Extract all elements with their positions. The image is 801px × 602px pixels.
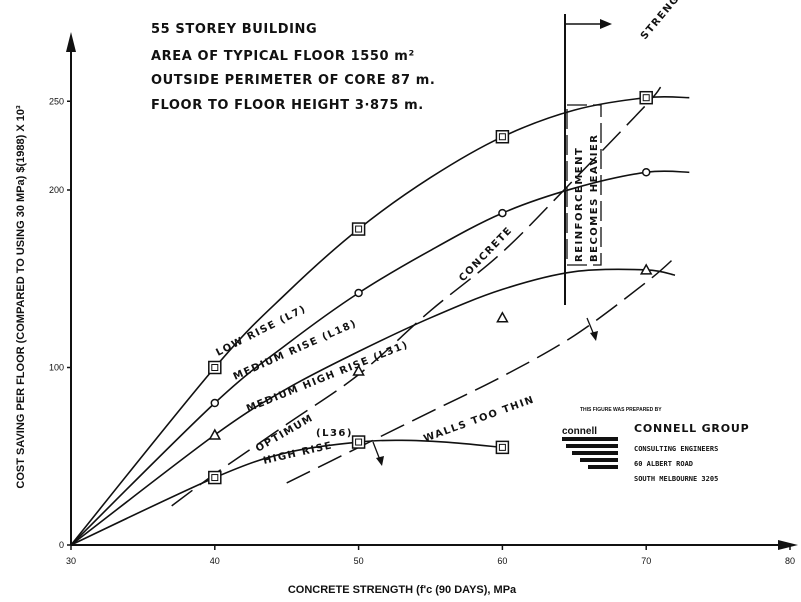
data-point xyxy=(351,435,366,449)
data-point xyxy=(208,470,222,485)
credit-firm: CONNELL GROUP xyxy=(634,422,749,435)
data-point-inner xyxy=(355,438,363,446)
walls-arrow-icon-1 xyxy=(376,456,384,466)
data-point xyxy=(351,222,366,236)
data-point-inner xyxy=(355,225,363,233)
y-ticks: 0 100 200 250 xyxy=(49,96,71,550)
credit-address-2: 60 ALBERT ROAD xyxy=(634,460,693,468)
label-l36: (L36) xyxy=(316,428,353,439)
logo-bar-2 xyxy=(566,444,618,448)
data-point-inner xyxy=(498,133,506,141)
data-point xyxy=(639,263,653,275)
data-point xyxy=(352,364,365,376)
logo-bar-5 xyxy=(588,465,618,469)
data-point xyxy=(354,288,363,298)
walls-arrow-2 xyxy=(586,317,595,336)
reinforcement-label-1: REINFORCEMENT xyxy=(574,147,585,262)
walls-arrow-icon-2 xyxy=(590,331,598,341)
data-point-inner xyxy=(211,474,219,482)
data-point xyxy=(208,360,222,375)
x-ticks: 30 40 50 60 70 80 xyxy=(66,545,795,566)
data-point xyxy=(208,428,222,440)
walls-arrow-1 xyxy=(372,441,381,461)
data-point xyxy=(495,440,510,455)
note-2: AREA OF TYPICAL FLOOR 1550 m² xyxy=(151,49,415,64)
reinforcement-label-2: BECOMES HEAVIER xyxy=(589,133,600,262)
data-point-inner xyxy=(642,94,650,102)
data-point xyxy=(639,90,653,105)
x-axis-arrow-icon xyxy=(778,540,798,550)
x-tick-label: 70 xyxy=(641,556,651,566)
y-tick-label: 0 xyxy=(59,540,64,550)
data-point xyxy=(495,130,510,144)
markers xyxy=(208,90,653,485)
x-tick-label: 80 xyxy=(785,556,795,566)
credit-prepared: THIS FIGURE WAS PREPARED BY xyxy=(580,407,662,413)
label-concrete: CONCRETE xyxy=(457,225,515,284)
y-tick-label: 250 xyxy=(49,96,64,106)
credit-address-1: CONSULTING ENGINEERS xyxy=(634,445,718,453)
x-tick-label: 50 xyxy=(354,556,364,566)
x-tick-label: 40 xyxy=(210,556,220,566)
connell-logo: connell xyxy=(562,426,618,469)
logo-bar-1 xyxy=(562,437,618,441)
y-tick-label: 100 xyxy=(49,363,64,373)
data-point xyxy=(641,168,651,177)
note-3: OUTSIDE PERIMETER OF CORE 87 m. xyxy=(151,73,435,88)
reinforcement-box xyxy=(566,104,602,266)
logo-bar-3 xyxy=(572,451,618,455)
logo-text: connell xyxy=(562,426,597,437)
data-point-inner xyxy=(498,443,506,451)
data-point xyxy=(210,398,220,408)
note-1: 55 STOREY BUILDING xyxy=(151,22,317,37)
x-tick-label: 30 xyxy=(66,556,76,566)
reinforcement-arrow-icon xyxy=(600,19,612,29)
y-axis-label: COST SAVING PER FLOOR (COMPARED TO USING… xyxy=(15,105,27,489)
label-strength: STRENGTH xyxy=(639,0,694,42)
y-tick-label: 200 xyxy=(49,185,64,195)
x-tick-label: 60 xyxy=(497,556,507,566)
logo-bar-4 xyxy=(580,458,618,462)
data-point xyxy=(496,311,509,323)
label-walls-too-thin: WALLS TOO THIN xyxy=(422,394,536,444)
x-axis-label: CONCRETE STRENGTH (f'c (90 DAYS), MPa xyxy=(288,584,517,596)
data-point xyxy=(498,208,507,218)
y-axis-arrow-icon xyxy=(66,32,76,52)
note-4: FLOOR TO FLOOR HEIGHT 3·875 m. xyxy=(151,98,424,113)
series-line-3 xyxy=(70,439,503,546)
boundary-line-0 xyxy=(171,86,662,507)
data-point-inner xyxy=(211,364,219,371)
credit-address-3: SOUTH MELBOURNE 3205 xyxy=(634,475,718,483)
label-medium-high-rise: MEDIUM HIGH RISE (L31) xyxy=(245,339,410,414)
